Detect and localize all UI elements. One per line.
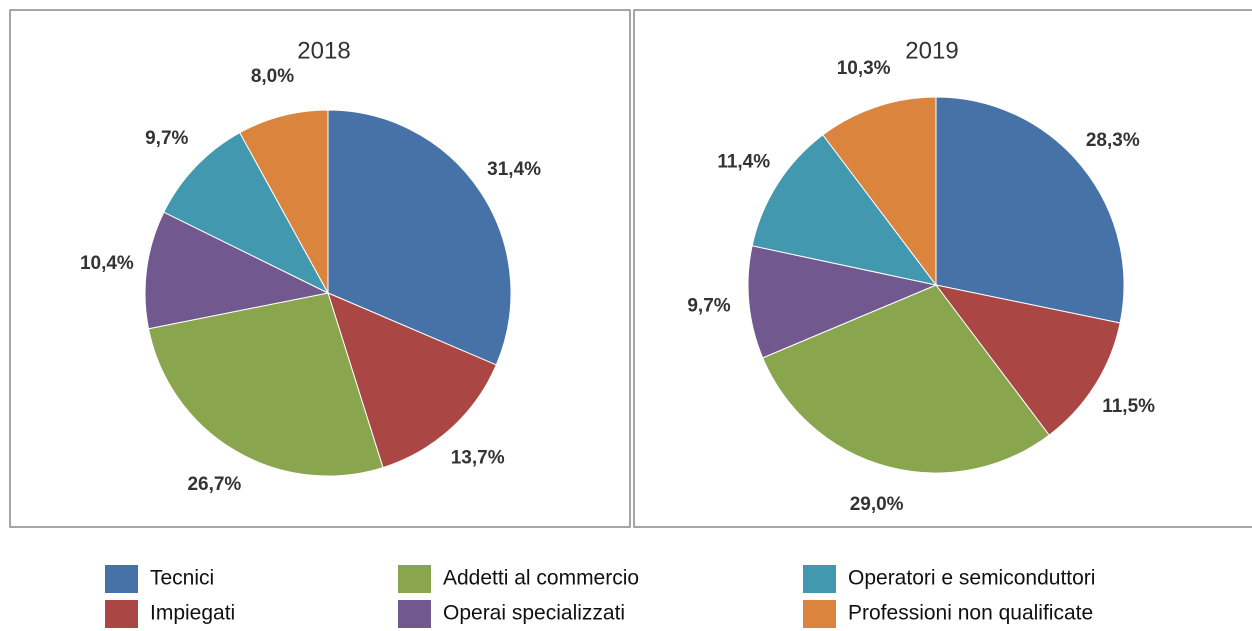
pie-slice (144, 211, 330, 330)
data-label: 11,4% (717, 151, 770, 172)
data-label: 9,7% (687, 295, 730, 316)
legend-label: Addetti al commercio (443, 567, 639, 590)
data-label: 9,7% (145, 128, 188, 149)
legend-swatch (803, 565, 836, 593)
data-label: 28,3% (1086, 130, 1140, 151)
legend-swatch (105, 600, 138, 628)
data-label: 11,5% (1102, 396, 1155, 417)
data-label: 13,7% (451, 447, 505, 468)
legend-swatch (803, 600, 836, 628)
pie-slice (147, 292, 384, 477)
pie-slice (327, 109, 512, 366)
data-label: 10,3% (837, 58, 891, 79)
legend-label: Tecnici (150, 567, 214, 590)
data-label: 10,4% (80, 253, 134, 274)
legend-label: Professioni non qualificate (848, 602, 1093, 625)
data-label: 8,0% (251, 66, 294, 87)
pie-slice (239, 109, 329, 294)
pie-slice (934, 284, 1121, 436)
pie-slice (762, 284, 1050, 474)
panel-frame (9, 9, 631, 528)
legend-swatch (398, 600, 431, 628)
legend-label: Impiegati (150, 602, 235, 625)
data-label: 31,4% (487, 159, 541, 180)
data-label: 26,7% (187, 474, 241, 495)
legend-label: Operai specializzati (443, 602, 625, 625)
pie-slice (327, 292, 497, 469)
pie-slice (822, 96, 937, 287)
pie-title: 2019 (905, 37, 958, 64)
pie-slice (163, 132, 330, 295)
legend-swatch (398, 565, 431, 593)
legend-label: Operatori e semiconduttori (848, 567, 1095, 590)
pie-slice (935, 96, 1125, 324)
pie-title: 2018 (297, 37, 350, 64)
legend-swatch (105, 565, 138, 593)
panel-frame (633, 9, 1252, 528)
pie-slice (747, 245, 938, 359)
data-label: 29,0% (850, 494, 904, 515)
pie-slice (751, 134, 938, 286)
